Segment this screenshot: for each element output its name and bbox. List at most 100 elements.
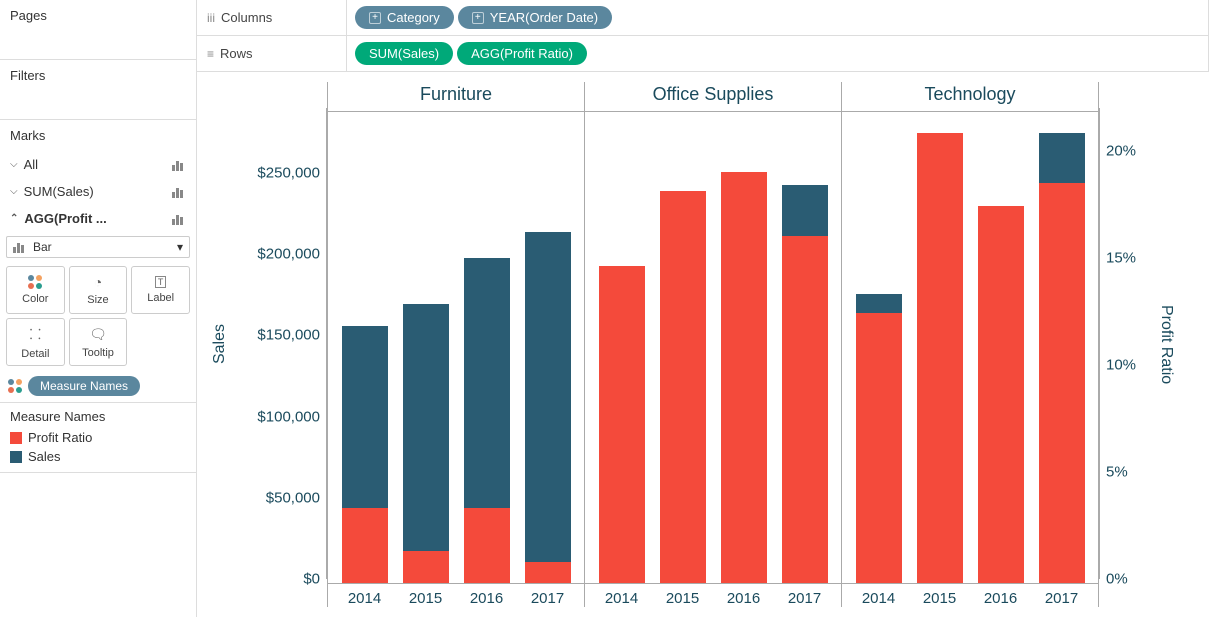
x-label: 2017 [1045, 590, 1078, 607]
legend-item[interactable]: Profit Ratio [10, 428, 186, 447]
bar-stack[interactable] [917, 133, 963, 583]
chevron-down-icon: ⌵ [10, 186, 18, 197]
category-panel: Technology2014201520162017 [842, 82, 1099, 607]
category-header: Office Supplies [585, 82, 841, 112]
bar-chart-icon [172, 186, 186, 198]
marks-aggprofit-label: AGG(Profit ... [24, 211, 172, 226]
mark-card-detail[interactable]: ⸬ Detail [6, 318, 65, 366]
bar-segment-sales [342, 326, 388, 508]
mark-card-tooltip[interactable]: 🗨 Tooltip [69, 318, 128, 366]
y-tick-left: $50,000 [266, 489, 320, 506]
y-tick-left: $250,000 [257, 164, 320, 181]
x-labels: 2014201520162017 [842, 584, 1098, 607]
bars-row [842, 112, 1098, 584]
pages-panel: Pages [0, 0, 196, 60]
bar-stack[interactable] [464, 258, 510, 583]
y-tick-left: $0 [303, 571, 320, 588]
bar-stack[interactable] [403, 304, 449, 583]
bar-stack[interactable] [978, 206, 1024, 583]
filters-label: Filters [0, 60, 196, 91]
x-labels: 2014201520162017 [585, 584, 841, 607]
mark-card-label[interactable]: T Label [131, 266, 190, 314]
bar-stack[interactable] [660, 191, 706, 583]
bar-stack[interactable] [525, 232, 571, 583]
bar-segment-profit-ratio [1039, 183, 1085, 583]
columns-pills[interactable]: +Category + YEAR(Order Date) [347, 0, 1209, 35]
mark-card-size[interactable]: ◔ Size [69, 266, 128, 314]
pill-label: SUM(Sales) [369, 46, 439, 61]
bar-segment-profit-ratio [782, 236, 828, 583]
bar-segment-profit-ratio [660, 191, 706, 583]
chart-panels: Furniture 2014 2015 2016 2017 Office Supplies… [327, 82, 1099, 607]
chart-area: Sales $0$50,000$100,000$150,000$200,000$… [197, 72, 1209, 617]
marks-aggprofit-row[interactable]: ⌃ AGG(Profit ... [0, 205, 196, 232]
legend-label: Profit Ratio [28, 430, 92, 445]
x-label: 2015 [666, 590, 699, 607]
bar-stack[interactable] [599, 266, 645, 583]
pill-label: AGG(Profit Ratio) [471, 46, 573, 61]
sidebar: Pages Filters Marks ⌵ All ⌵ SUM(Sales) ⌃… [0, 0, 197, 617]
x-label: 2016 [727, 590, 760, 607]
bar-stack[interactable] [1039, 133, 1085, 583]
pill-label: YEAR(Order Date) [490, 10, 598, 25]
bar-stack[interactable] [856, 294, 902, 583]
tooltip-icon: 🗨 [89, 326, 107, 343]
pages-label: Pages [0, 0, 196, 31]
dropdown-icon: ▾ [177, 240, 183, 254]
bar-stack[interactable] [782, 185, 828, 583]
bar-segment-profit-ratio [525, 562, 571, 583]
rows-pills[interactable]: SUM(Sales) AGG(Profit Ratio) [347, 36, 1209, 71]
mark-cards: Color ◔ Size T Label ⸬ Detail 🗨 Tooltip [0, 262, 196, 370]
plus-icon: + [472, 12, 484, 24]
y-tick-left: $100,000 [257, 408, 320, 425]
bar-segment-profit-ratio [403, 551, 449, 583]
chevron-up-icon: ⌃ [10, 213, 18, 224]
bar-segment-profit-ratio [342, 508, 388, 583]
y-tick-right: 20% [1106, 142, 1136, 159]
marks-sumsales-row[interactable]: ⌵ SUM(Sales) [0, 178, 196, 205]
bar-segment-profit-ratio [978, 206, 1024, 583]
color-icon [28, 275, 42, 289]
main: iiiColumns +Category+YEAR(Order Date) ≡R… [197, 0, 1209, 617]
y-tick-right: 15% [1106, 249, 1136, 266]
bar-segment-profit-ratio [464, 508, 510, 583]
mark-card-color[interactable]: Color [6, 266, 65, 314]
legend-title: Measure Names [10, 409, 186, 424]
bar-chart-icon [172, 159, 186, 171]
columns-label-text: Columns [221, 10, 272, 25]
bar-segment-sales [464, 258, 510, 508]
bar-segment-sales [782, 185, 828, 236]
x-label: 2016 [984, 590, 1017, 607]
bar-stack[interactable] [721, 172, 767, 583]
bar-segment-sales [525, 232, 571, 561]
measure-names-pill-row[interactable]: Measure Names [0, 370, 196, 402]
y-axis-right-label: Profit Ratio [1153, 305, 1179, 384]
shelf-pill[interactable]: + YEAR(Order Date) [458, 6, 612, 29]
measure-names-pill[interactable]: Measure Names [28, 376, 140, 396]
mark-type-select[interactable]: Bar ▾ [6, 236, 190, 258]
columns-icon: iii [207, 11, 215, 25]
mark-card-detail-label: Detail [21, 348, 49, 360]
rows-shelf[interactable]: ≡Rows SUM(Sales)AGG(Profit Ratio) [197, 36, 1209, 72]
columns-shelf[interactable]: iii Columns +Category + YEAR(Order Date) [197, 0, 1209, 36]
bar-stack[interactable] [342, 326, 388, 583]
y-axis-left-label: Sales [207, 324, 233, 364]
x-label: 2014 [862, 590, 895, 607]
category-header: Furniture [328, 82, 584, 112]
marks-label: Marks [0, 120, 196, 151]
shelf-pill[interactable]: SUM(Sales) [355, 42, 453, 65]
x-labels: 2014201520162017 [328, 584, 584, 607]
x-label: 2017 [531, 590, 564, 607]
bars-row [585, 112, 841, 584]
rows-label-text: Rows [220, 46, 253, 61]
mark-card-color-label: Color [22, 293, 48, 305]
y-tick-right: 0% [1106, 571, 1128, 588]
legend-item[interactable]: Sales [10, 447, 186, 466]
shelf-pill[interactable]: AGG(Profit Ratio) [457, 42, 587, 65]
marks-all-row[interactable]: ⌵ All [0, 151, 196, 178]
label-icon: T [155, 276, 167, 288]
shelf-pill[interactable]: +Category [355, 6, 454, 29]
legend-panel: Measure Names Profit Ratio Sales [0, 403, 196, 473]
x-label: 2016 [470, 590, 503, 607]
x-label: 2017 [788, 590, 821, 607]
